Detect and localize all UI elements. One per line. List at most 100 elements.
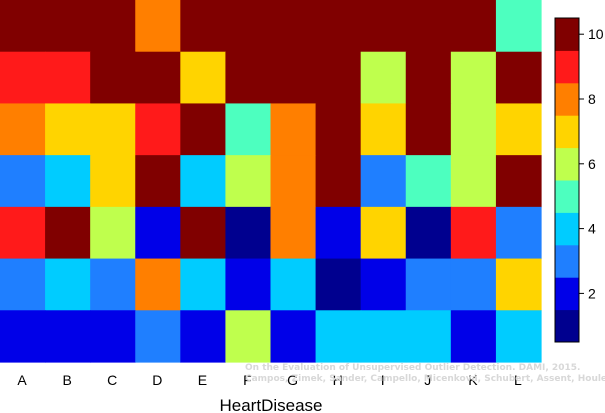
- heatmap-cell-K-row2: [450, 51, 497, 105]
- x-tick-label-F: F: [243, 372, 252, 388]
- heatmap-cell-B-row2: [45, 51, 91, 105]
- colorbar-segment-7: [555, 115, 579, 149]
- heatmap-cell-H-row4: [315, 155, 362, 208]
- x-tick-label-E: E: [198, 372, 207, 388]
- heatmap-cell-F-row4: [225, 155, 272, 208]
- x-tick-label-A: A: [17, 372, 27, 388]
- heatmap-cell-L-row4: [495, 155, 542, 208]
- heatmap-cell-J-row5: [405, 206, 452, 260]
- heatmap-cell-A-row1: [0, 0, 46, 53]
- heatmap-cell-J-row1: [405, 0, 452, 53]
- heatmap-cell-B-row7: [45, 310, 91, 363]
- heatmap-cell-B-row6: [45, 258, 91, 311]
- heatmap-cell-F-row2: [225, 51, 272, 105]
- heatmap-cell-I-row1: [360, 0, 407, 53]
- heatmap-cell-D-row5: [135, 206, 181, 260]
- colorbar-segment-6: [555, 147, 579, 181]
- colorbar-segment-9: [555, 50, 579, 84]
- watermark-line-1: On the Evaluation of Unsupervised Outlie…: [245, 363, 580, 373]
- heatmap-cell-J-row4: [405, 155, 452, 208]
- heatmap-cell-H-row2: [315, 51, 362, 105]
- heatmap-cell-K-row3: [450, 103, 497, 156]
- heatmap-cell-F-row5: [225, 206, 272, 260]
- x-tick-label-J: J: [424, 372, 431, 388]
- heatmap-cell-E-row7: [180, 310, 227, 363]
- heatmap-cell-F-row1: [225, 0, 272, 53]
- colorbar: [554, 17, 580, 343]
- heatmap-cell-J-row7: [405, 310, 452, 363]
- colorbar-tick-label-8: 8: [588, 91, 596, 107]
- heatmap-cell-I-row7: [360, 310, 407, 363]
- heatmap-cell-C-row4: [90, 155, 136, 208]
- heatmap-cell-A-row5: [0, 206, 46, 260]
- heatmap-cell-E-row2: [180, 51, 227, 105]
- x-tick-label-C: C: [107, 372, 117, 388]
- heatmap-cell-L-row5: [495, 206, 542, 260]
- heatmap-cell-L-row1: [495, 0, 542, 53]
- x-tick-label-D: D: [152, 372, 162, 388]
- heatmap-cell-D-row3: [135, 103, 181, 156]
- heatmap-cell-L-row7: [495, 310, 542, 363]
- heatmap-cell-J-row6: [405, 258, 452, 311]
- heatmap-cell-C-row3: [90, 103, 136, 156]
- colorbar-segment-5: [555, 180, 579, 213]
- heatmap-cell-K-row4: [450, 155, 497, 208]
- heatmap-cell-G-row6: [270, 258, 317, 311]
- heatmap-cell-C-row5: [90, 206, 136, 260]
- heatmap-cell-L-row3: [495, 103, 542, 156]
- colorbar-segment-1: [555, 309, 579, 343]
- x-tick-label-B: B: [62, 372, 71, 388]
- heatmap-cell-B-row3: [45, 103, 91, 156]
- heatmap-cell-K-row6: [450, 258, 497, 311]
- colorbar-segment-4: [555, 212, 579, 246]
- heatmap-cell-E-row6: [180, 258, 227, 311]
- heatmap-cell-G-row5: [270, 206, 317, 260]
- heatmap-cell-H-row3: [315, 103, 362, 156]
- colorbar-segment-8: [555, 82, 579, 116]
- colorbar-segment-3: [555, 244, 579, 278]
- heatmap-cell-H-row1: [315, 0, 362, 53]
- x-tick-label-I: I: [381, 372, 385, 388]
- heatmap-cell-A-row2: [0, 51, 46, 105]
- heatmap-cell-G-row3: [270, 103, 317, 156]
- heatmap-cell-K-row1: [450, 0, 497, 53]
- heatmap-cell-F-row7: [225, 310, 272, 363]
- heatmap-cell-I-row5: [360, 206, 407, 260]
- colorbar-tick-label-10: 10: [588, 26, 604, 42]
- heatmap-cell-E-row4: [180, 155, 227, 208]
- heatmap-cell-L-row2: [495, 51, 542, 105]
- heatmap-cell-D-row2: [135, 51, 181, 105]
- colorbar-border: [554, 17, 580, 343]
- heatmap-cell-K-row5: [450, 206, 497, 260]
- heatmap-cell-D-row6: [135, 258, 181, 311]
- heatmap-cell-I-row2: [360, 51, 407, 105]
- heatmap-cell-C-row2: [90, 51, 136, 105]
- heatmap-cell-A-row3: [0, 103, 46, 156]
- heatmap-cell-E-row1: [180, 0, 227, 53]
- colorbar-tick-label-2: 2: [588, 285, 596, 301]
- heatmap-cell-L-row6: [495, 258, 542, 311]
- heatmap-cell-F-row6: [225, 258, 272, 311]
- heatmap-cell-I-row6: [360, 258, 407, 311]
- heatmap-cell-C-row6: [90, 258, 136, 311]
- x-tick-label-G: G: [287, 372, 298, 388]
- heatmap-cell-J-row3: [405, 103, 452, 156]
- heatmap-cell-E-row5: [180, 206, 227, 260]
- watermark-line-2: Campos, Zimek, Sander, Campello, Micenko…: [245, 374, 605, 384]
- x-tick-labels: A B C D E F G H I J K L: [17, 372, 522, 388]
- heatmap-cell-H-row7: [315, 310, 362, 363]
- heatmap-cell-I-row3: [360, 103, 407, 156]
- heatmap-cell-E-row3: [180, 103, 227, 156]
- heatmap-cell-C-row1: [90, 0, 136, 53]
- heatmap-cell-A-row4: [0, 155, 46, 208]
- heatmap-cell-G-row2: [270, 51, 317, 105]
- colorbar-tick-label-4: 4: [588, 221, 596, 237]
- heatmap-cell-G-row1: [270, 0, 317, 53]
- heatmap-cell-I-row4: [360, 155, 407, 208]
- heatmap-cell-A-row7: [0, 310, 46, 363]
- heatmap-cell-K-row7: [450, 310, 497, 363]
- heatmap-cell-A-row6: [0, 258, 46, 311]
- x-tick-label-L: L: [514, 372, 522, 388]
- heatmap-cell-C-row7: [90, 310, 136, 363]
